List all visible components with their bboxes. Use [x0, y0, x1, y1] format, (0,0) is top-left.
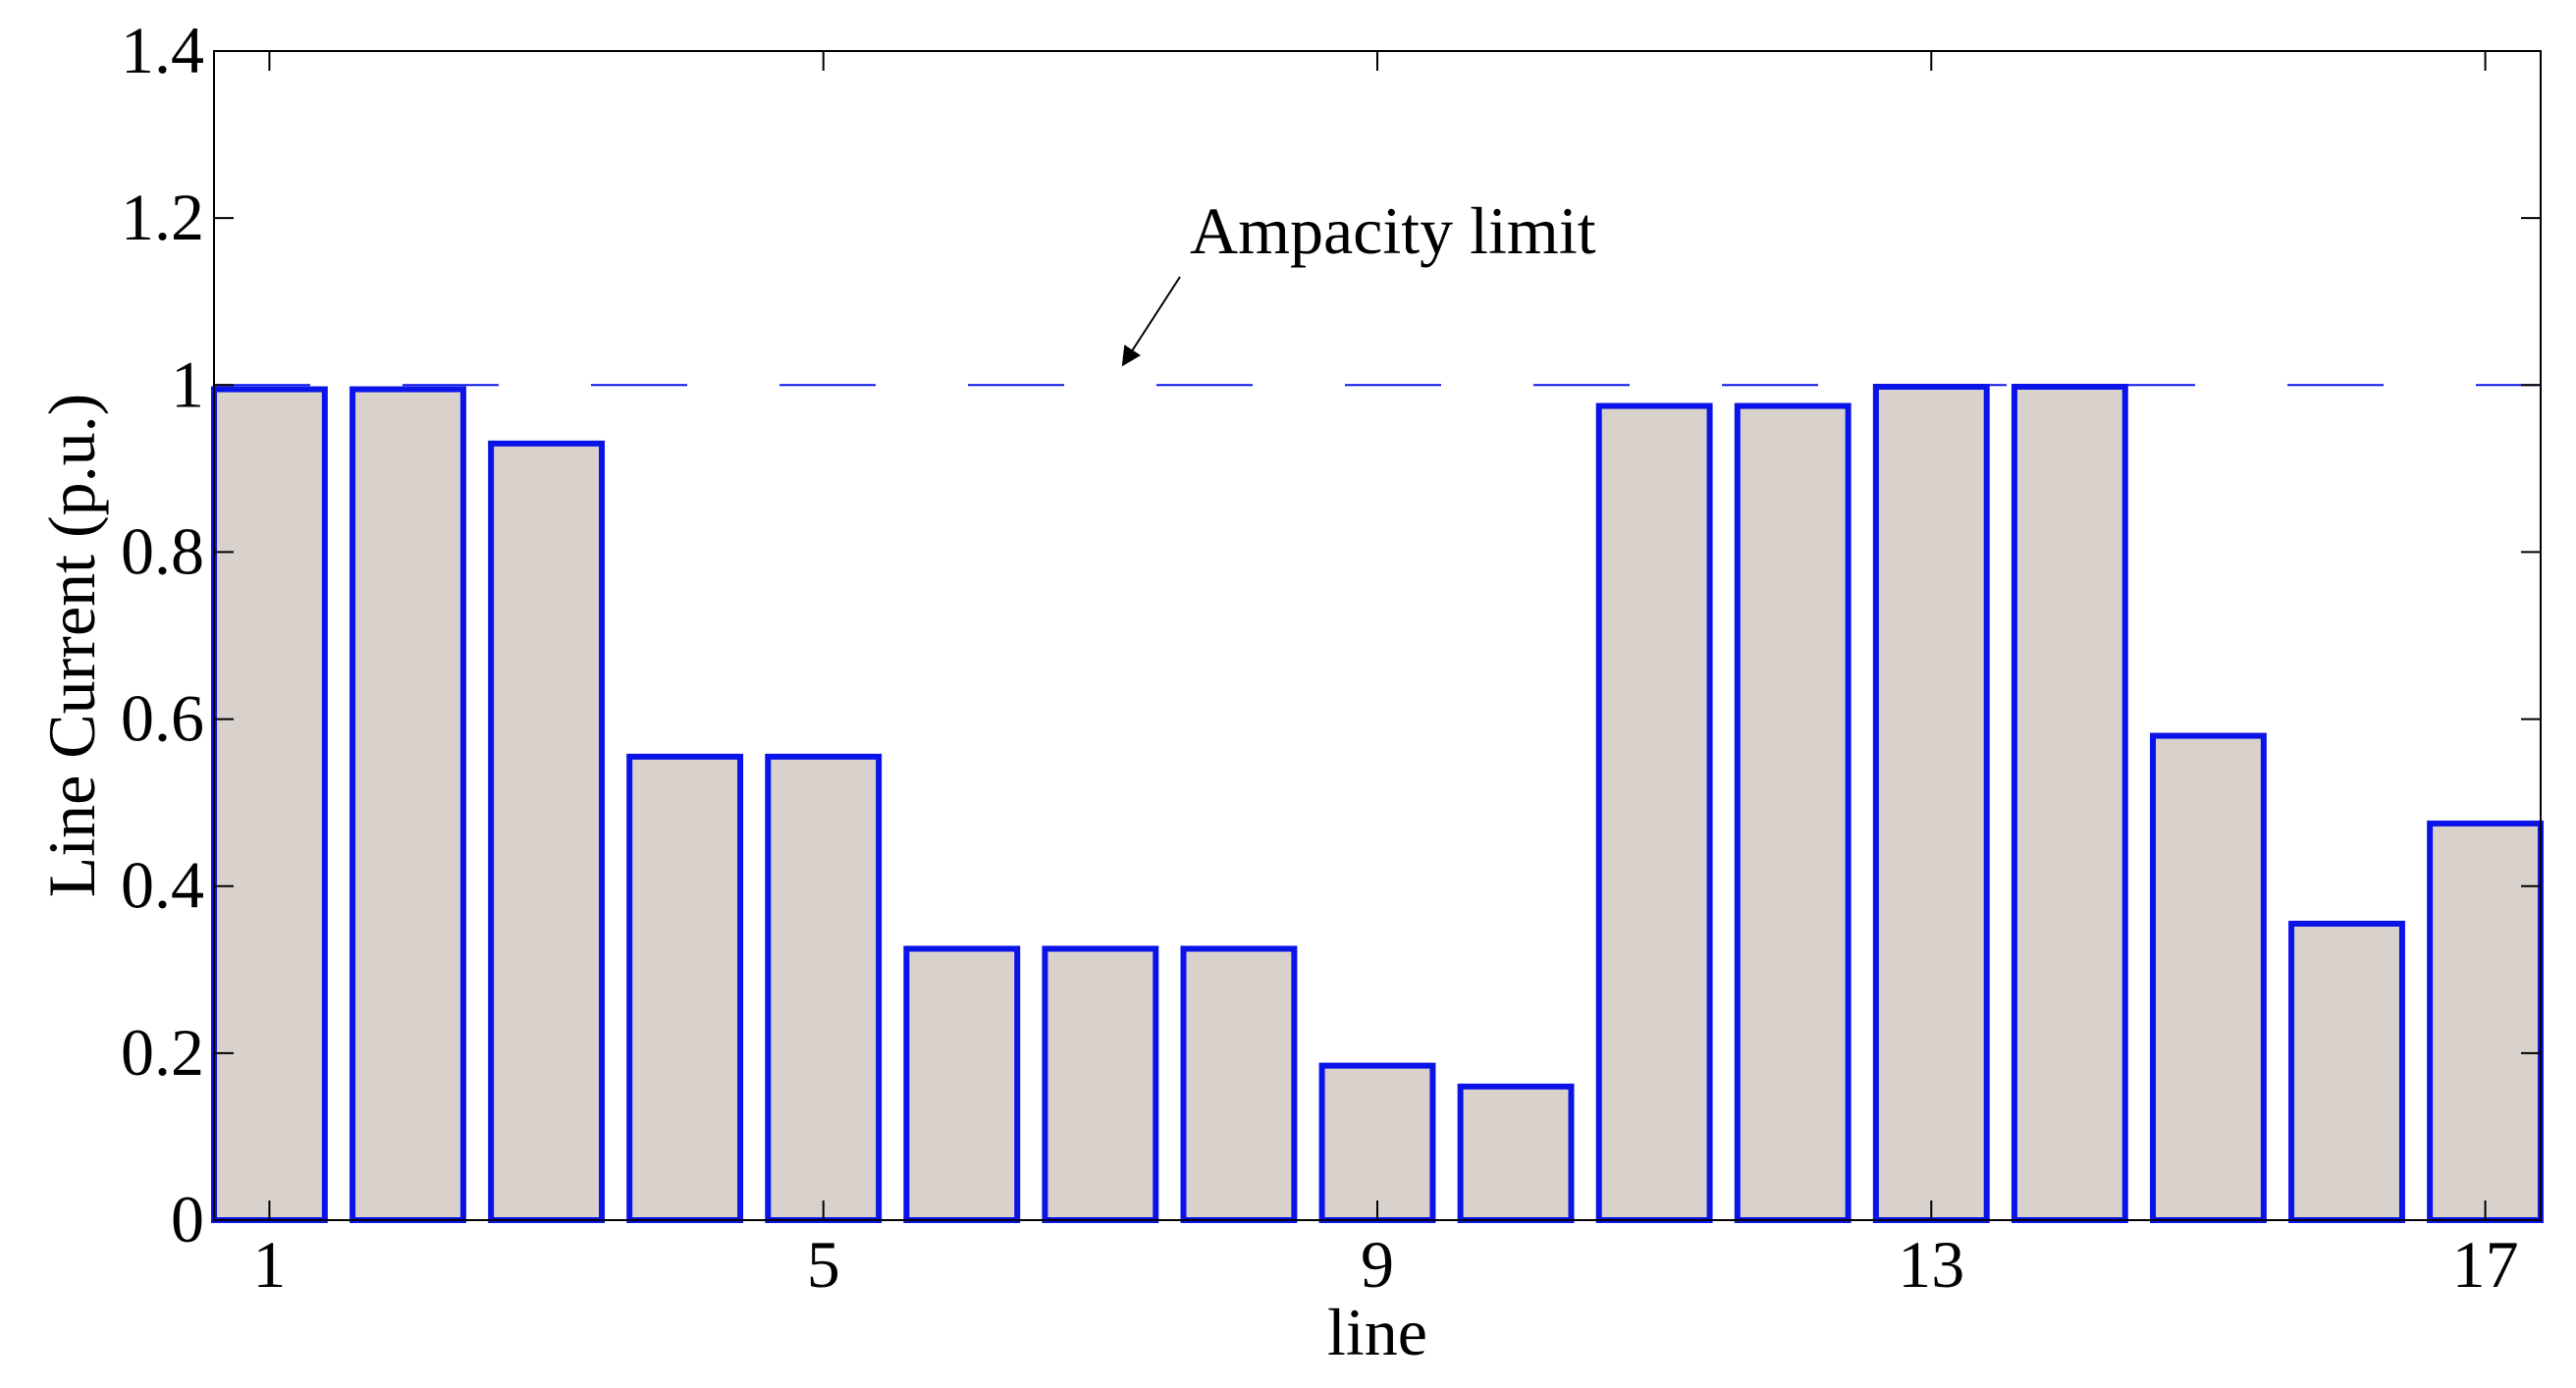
y-tick-label: 0.4 — [121, 848, 204, 923]
bar-line-9 — [1318, 1062, 1436, 1223]
bar-line-7 — [1042, 945, 1159, 1224]
bar-line-4 — [626, 753, 744, 1223]
y-tick-label: 0 — [171, 1182, 204, 1256]
bar-line-11 — [1595, 402, 1713, 1223]
bar-line-10 — [1457, 1083, 1575, 1224]
bar-line-1 — [211, 386, 328, 1223]
y-tick-label: 1 — [171, 347, 204, 421]
y-axis-label: Line Current (p.u.) — [34, 394, 109, 898]
bar-line-14 — [2011, 383, 2128, 1224]
bar-line-2 — [349, 386, 466, 1223]
x-tick-label: 1 — [252, 1227, 286, 1302]
y-tick-label: 0.8 — [121, 513, 204, 588]
axes-layer: 0 0.2 0.4 0.6 0.8 1 1.2 1.4 1 5 9 13 17 — [121, 13, 2542, 1302]
y-tick-label: 1.4 — [121, 13, 204, 87]
y-tick-label: 1.2 — [121, 180, 204, 254]
bar-line-3 — [488, 440, 605, 1224]
bar-line-8 — [1180, 945, 1298, 1224]
x-tick-label: 9 — [1361, 1227, 1394, 1302]
y-tick-label: 0.6 — [121, 681, 204, 756]
bar-line-6 — [903, 945, 1021, 1224]
x-tick-label: 17 — [2452, 1227, 2519, 1302]
bars-layer — [211, 383, 2544, 1224]
bar-line-15 — [2150, 732, 2267, 1223]
x-axis-label: line — [1327, 1295, 1427, 1369]
x-tick-label: 5 — [807, 1227, 840, 1302]
ampacity-limit-annotation: Ampacity limit — [1190, 193, 1596, 268]
y-tick-label: 0.2 — [121, 1015, 204, 1090]
bar-line-13 — [1872, 383, 1990, 1224]
bar-line-5 — [765, 753, 883, 1223]
labels-layer: line Line Current (p.u.) Ampacity limit — [34, 193, 1596, 1369]
x-tick-label: 13 — [1898, 1227, 1964, 1302]
annotation-arrow — [1121, 276, 1181, 367]
bar-line-17 — [2427, 820, 2544, 1223]
bar-line-16 — [2288, 920, 2405, 1223]
bar-line-12 — [1734, 402, 1852, 1223]
